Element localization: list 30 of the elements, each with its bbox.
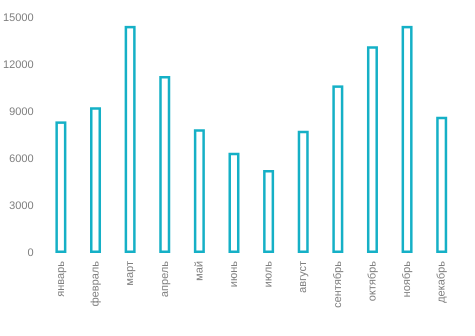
bar xyxy=(263,170,274,253)
bar xyxy=(159,76,170,253)
bar xyxy=(436,116,448,253)
x-tick-label: декабрь xyxy=(436,260,448,303)
x-tick-label: февраль xyxy=(90,260,102,306)
x-tick-label: май xyxy=(193,261,206,281)
bar xyxy=(332,85,344,253)
y-tick-label: 15000 xyxy=(2,12,34,24)
bar xyxy=(402,26,413,253)
x-tick-label: январь xyxy=(54,260,67,297)
x-tick-label: апрель xyxy=(158,260,171,298)
x-tick-label: ноябрь xyxy=(401,260,414,298)
y-tick-label: 0 xyxy=(27,247,34,259)
x-tick-label: июнь xyxy=(228,260,240,288)
bar xyxy=(366,46,378,253)
y-tick-label: 3000 xyxy=(9,200,34,212)
y-tick-label: 6000 xyxy=(9,153,34,165)
x-tick-label: июль xyxy=(262,260,275,288)
y-tick-label: 9000 xyxy=(9,106,34,118)
y-tick-label: 12000 xyxy=(2,59,34,71)
bar xyxy=(298,130,309,253)
x-tick-label: август xyxy=(297,261,310,293)
bar xyxy=(90,107,102,253)
x-tick-label: март xyxy=(124,261,136,286)
bar xyxy=(228,152,240,253)
bar xyxy=(194,129,205,253)
x-tick-label: октябрь xyxy=(366,260,378,302)
x-tick-label: сентябрь xyxy=(332,260,344,308)
bar xyxy=(55,121,66,253)
bar xyxy=(124,26,136,253)
